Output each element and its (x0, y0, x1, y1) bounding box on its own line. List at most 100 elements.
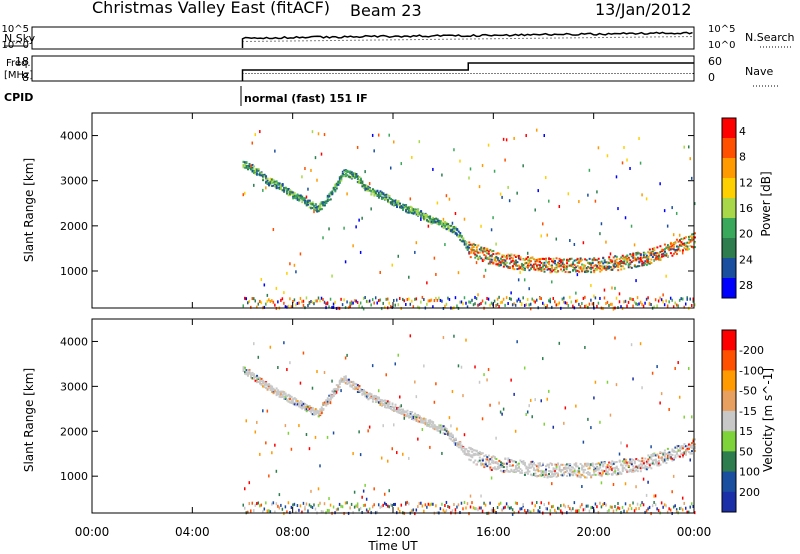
scatter-point (271, 385, 274, 388)
scatter-point (563, 296, 565, 300)
scatter-point (487, 256, 490, 259)
scatter-point (478, 255, 481, 258)
scatter-point (344, 377, 347, 380)
nsearch-point (326, 40, 328, 42)
scatter-point (355, 299, 357, 303)
colorbar-segment (722, 218, 736, 239)
nave-point (527, 73, 529, 74)
scatter-point (535, 468, 538, 471)
scatter-point (523, 262, 526, 265)
scatter-point (517, 510, 520, 514)
scatter-point (304, 405, 307, 408)
scatter-point (543, 268, 546, 271)
scatter-point (456, 228, 459, 231)
scatter-point (283, 512, 285, 516)
nave-point (389, 73, 391, 74)
scatter-point (567, 467, 570, 470)
scatter-point (654, 494, 657, 498)
scatter-point (481, 509, 484, 513)
scatter-point (627, 466, 630, 469)
scatter-point (596, 259, 599, 262)
scatter-point (374, 296, 377, 300)
scatter-point (460, 448, 463, 451)
scatter-point (421, 420, 424, 423)
scatter-point (444, 226, 447, 229)
scatter-point (462, 446, 465, 449)
scatter-point (606, 300, 609, 304)
scatter-point (659, 463, 662, 466)
scatter-point (311, 413, 314, 416)
scatter-point (435, 382, 437, 386)
nave-point (401, 73, 403, 74)
nsearch-point (506, 38, 508, 40)
scatter-point (259, 380, 262, 383)
scatter-point (626, 261, 629, 264)
scatter-point (567, 304, 570, 308)
scatter-point (540, 473, 543, 476)
colorbar-tick-label: 16 (739, 202, 753, 215)
scatter-point (614, 461, 617, 464)
scatter-point (472, 249, 475, 252)
scatter-point (289, 361, 291, 365)
scatter-point (358, 389, 361, 392)
scatter-point (575, 473, 578, 476)
scatter-point (584, 476, 587, 479)
scatter-point (377, 196, 380, 199)
scatter-point (484, 463, 487, 466)
colorbar-segment (722, 238, 736, 259)
scatter-point (478, 456, 481, 459)
scatter-point (286, 187, 289, 190)
scatter-point (382, 400, 385, 403)
scatter-point (319, 410, 322, 413)
scatter-point (265, 186, 267, 190)
scatter-point (447, 225, 450, 228)
scatter-point (689, 245, 692, 248)
scatter-point (538, 268, 541, 271)
scatter-point (271, 451, 273, 455)
scatter-point (469, 459, 472, 462)
scatter-point (526, 472, 529, 475)
scatter-point (373, 487, 375, 491)
scatter-point (250, 376, 253, 379)
scatter-point (546, 507, 549, 511)
scatter-point (632, 252, 635, 255)
scatter-point (495, 260, 498, 263)
scatter-point (578, 508, 580, 512)
scatter-point (543, 134, 545, 138)
scatter-point (393, 203, 395, 206)
nsearch-point (306, 40, 308, 42)
scatter-point (596, 190, 598, 194)
scatter-point (657, 464, 660, 467)
scatter-point (617, 207, 619, 211)
scatter-point (471, 447, 474, 450)
scatter-point (549, 269, 552, 272)
scatter-point (389, 202, 392, 205)
scatter-point (647, 460, 650, 463)
nsearch-point (362, 39, 364, 41)
scatter-point (641, 302, 643, 306)
scatter-point (433, 428, 436, 431)
scatter-point (599, 472, 602, 475)
nave-point (476, 73, 478, 74)
scatter-point (505, 257, 508, 260)
scatter-point (645, 462, 648, 465)
scatter-point (423, 364, 425, 368)
scatter-point (560, 504, 562, 508)
scatter-point (359, 506, 362, 510)
scatter-point (356, 390, 359, 393)
scatter-point (662, 252, 665, 255)
scatter-point (391, 409, 394, 412)
scatter-point (609, 466, 612, 469)
scatter-point (289, 262, 291, 266)
scatter-point (543, 264, 546, 267)
nsearch-point (690, 36, 692, 38)
scatter-point (666, 244, 669, 247)
scatter-point (420, 217, 422, 221)
scatter-point (280, 396, 283, 399)
scatter-point (350, 302, 353, 306)
scatter-point (310, 299, 312, 303)
scatter-point (636, 465, 639, 468)
scatter-point (647, 255, 650, 258)
velocity-colorbar-label: Velocity [m s^-1] (761, 368, 775, 472)
scatter-point (337, 182, 340, 185)
